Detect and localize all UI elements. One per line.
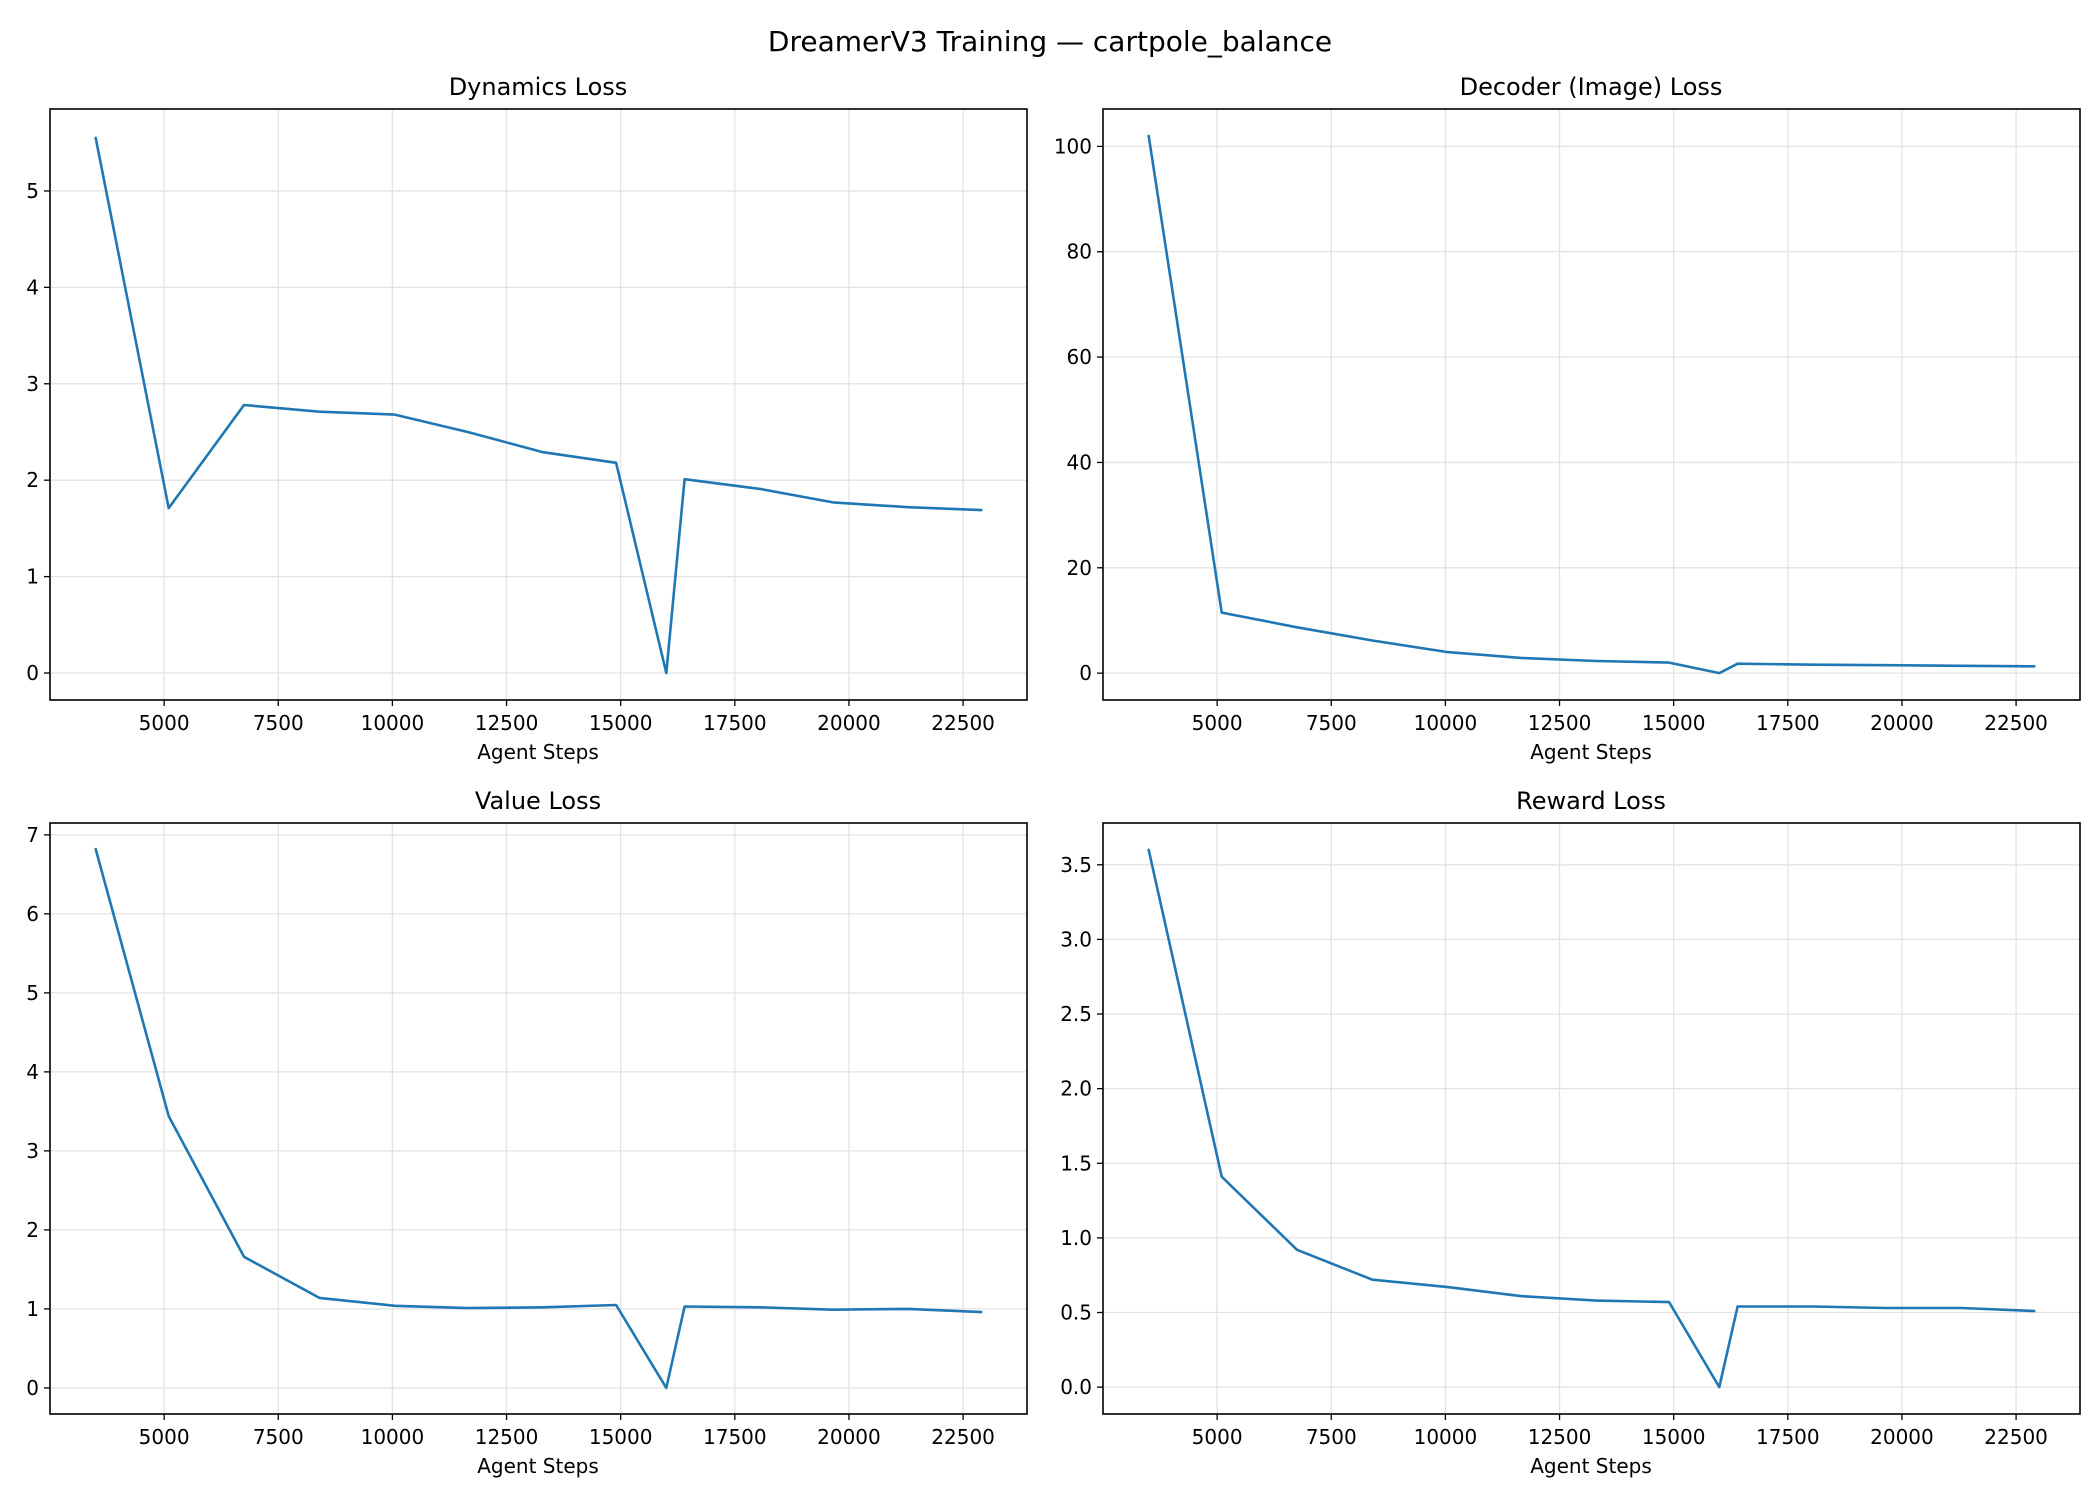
value-loss-ytick-label: 6: [26, 902, 39, 926]
dynamics-loss-ytick-label: 3: [26, 372, 39, 396]
reward-loss-ytick-label: 3.0: [1060, 927, 1092, 951]
reward-loss-ytick-label: 3.5: [1060, 853, 1092, 877]
reward-loss-ytick-label: 1.0: [1060, 1226, 1092, 1250]
dynamics-loss-ytick-label: 2: [26, 468, 39, 492]
reward-loss-panel: Reward Loss Agent Steps 5000 7500 10000 125…: [1060, 787, 2081, 1478]
value-loss-xtick-label: 10000: [361, 1425, 425, 1449]
decoder-loss-title: Decoder (Image) Loss: [1460, 73, 1723, 101]
reward-loss-xtick-label: 7500: [1306, 1425, 1357, 1449]
value-loss-axes-frame: [49, 822, 1028, 1415]
value-loss-ytick-label: 1: [26, 1297, 39, 1321]
reward-loss-xtick-label: 15000: [1642, 1425, 1706, 1449]
reward-loss-ytick-label: 0.0: [1060, 1375, 1092, 1399]
decoder-loss-ytick-label: 60: [1067, 345, 1092, 369]
reward-loss-xtick-label: 5000: [1192, 1425, 1243, 1449]
dynamics-loss-xtick-label: 20000: [817, 711, 881, 735]
dynamics-loss-xtick-label: 12500: [475, 711, 539, 735]
decoder-loss-xtick-label: 12500: [1528, 711, 1592, 735]
value-loss-ytick-label: 7: [26, 823, 39, 847]
decoder-loss-xtick-label: 15000: [1642, 711, 1706, 735]
reward-loss-ytick-label: 2.5: [1060, 1002, 1092, 1026]
value-loss-xtick-label: 12500: [475, 1425, 539, 1449]
dynamics-loss-xtick-label: 17500: [703, 711, 767, 735]
decoder-loss-xtick-label: 20000: [1870, 711, 1934, 735]
decoder-loss-xtick-label: 5000: [1192, 711, 1243, 735]
decoder-loss-panel: Decoder (Image) Loss Agent Steps 5000 750…: [1054, 73, 2081, 764]
dynamics-loss-xlabel: Agent Steps: [477, 740, 599, 764]
value-loss-xlabel: Agent Steps: [477, 1454, 599, 1478]
decoder-loss-xtick-label: 7500: [1306, 711, 1357, 735]
decoder-loss-xtick-label: 10000: [1414, 711, 1478, 735]
decoder-loss-xtick-label: 17500: [1756, 711, 1820, 735]
dynamics-loss-xtick-label: 15000: [589, 711, 653, 735]
dynamics-loss-ytick-label: 1: [26, 565, 39, 589]
decoder-loss-axes-frame: [1102, 108, 2081, 701]
dynamics-loss-ytick-label: 0: [26, 661, 39, 685]
reward-loss-ytick-label: 0.5: [1060, 1301, 1092, 1325]
value-loss-xtick-label: 22500: [931, 1425, 995, 1449]
dynamics-loss-panel: Dynamics Loss Agent Steps 5000 7500 10000 1…: [26, 73, 1028, 764]
decoder-loss-xlabel: Agent Steps: [1530, 740, 1652, 764]
dynamics-loss-xtick-label: 5000: [139, 711, 190, 735]
reward-loss-series-line: [1147, 848, 2036, 1389]
value-loss-ytick-label: 2: [26, 1218, 39, 1242]
dynamics-loss-ytick-label: 4: [26, 275, 39, 299]
value-loss-xtick-label: 17500: [703, 1425, 767, 1449]
decoder-loss-xtick-label: 22500: [1984, 711, 2048, 735]
reward-loss-xtick-label: 12500: [1528, 1425, 1592, 1449]
decoder-loss-ytick-label: 20: [1067, 556, 1092, 580]
reward-loss-xtick-label: 22500: [1984, 1425, 2048, 1449]
decoder-loss-ytick-label: 100: [1054, 134, 1092, 158]
value-loss-title: Value Loss: [475, 787, 601, 815]
value-loss-xtick-label: 5000: [139, 1425, 190, 1449]
value-loss-xtick-label: 15000: [589, 1425, 653, 1449]
value-loss-panel: Value Loss Agent Steps 5000 7500 10000 1250…: [26, 787, 1028, 1478]
reward-loss-axes-frame: [1102, 822, 2081, 1415]
decoder-loss-series-line: [1147, 134, 2036, 675]
decoder-loss-ytick-label: 40: [1067, 450, 1092, 474]
dynamics-loss-ytick-label: 5: [26, 179, 39, 203]
reward-loss-ytick-label: 1.5: [1060, 1151, 1092, 1175]
dynamics-loss-xtick-label: 22500: [931, 711, 995, 735]
reward-loss-title: Reward Loss: [1516, 787, 1666, 815]
value-loss-ytick-label: 0: [26, 1376, 39, 1400]
dynamics-loss-axes-frame: [49, 108, 1028, 701]
reward-loss-xlabel: Agent Steps: [1530, 1454, 1652, 1478]
value-loss-ytick-label: 5: [26, 981, 39, 1005]
reward-loss-xtick-label: 20000: [1870, 1425, 1934, 1449]
reward-loss-xtick-label: 10000: [1414, 1425, 1478, 1449]
dynamics-loss-xtick-label: 7500: [253, 711, 304, 735]
value-loss-xtick-label: 7500: [253, 1425, 304, 1449]
value-loss-series-line: [94, 847, 983, 1390]
reward-loss-xtick-label: 17500: [1756, 1425, 1820, 1449]
dynamics-loss-xtick-label: 10000: [361, 711, 425, 735]
dynamics-loss-series-line: [94, 136, 983, 675]
decoder-loss-ytick-label: 0: [1079, 661, 1092, 685]
value-loss-ytick-label: 3: [26, 1139, 39, 1163]
decoder-loss-ytick-label: 80: [1067, 240, 1092, 264]
value-loss-xtick-label: 20000: [817, 1425, 881, 1449]
reward-loss-ytick-label: 2.0: [1060, 1077, 1092, 1101]
dynamics-loss-title: Dynamics Loss: [449, 73, 628, 101]
value-loss-ytick-label: 4: [26, 1060, 39, 1084]
figure-title: DreamerV3 Training — cartpole_balance: [768, 25, 1332, 58]
